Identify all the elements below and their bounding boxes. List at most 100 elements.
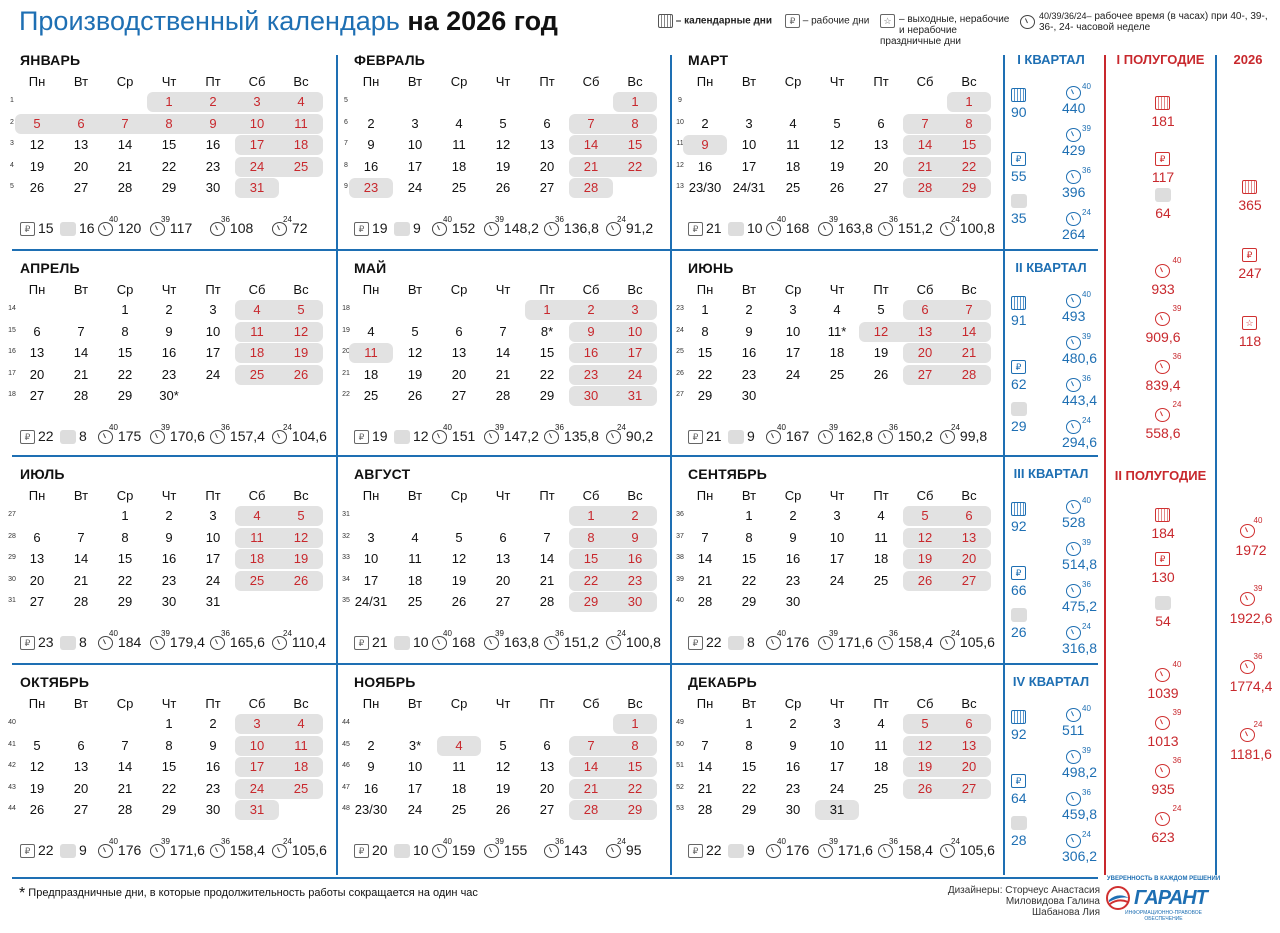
day-cell[interactable]: 27	[947, 778, 991, 799]
day-cell[interactable]: 26	[407, 388, 423, 403]
day-cell[interactable]: 6	[877, 115, 885, 131]
day-cell[interactable]: 14	[697, 759, 713, 774]
day-cell[interactable]: 27	[73, 180, 89, 195]
day-cell[interactable]: 11	[452, 759, 466, 774]
day-cell[interactable]: 23	[205, 158, 221, 174]
day-cell[interactable]: 29	[697, 388, 713, 403]
day-cell[interactable]: 3	[833, 508, 841, 523]
day-cell[interactable]: 28	[569, 178, 613, 198]
day-cell[interactable]: 4	[833, 302, 841, 317]
day-cell[interactable]: 25	[785, 180, 801, 195]
day-cell[interactable]: 17	[235, 135, 279, 155]
day-cell[interactable]: 30	[785, 594, 801, 609]
day-cell[interactable]: 6	[77, 737, 85, 753]
day-cell[interactable]: 24	[407, 802, 423, 817]
day-cell[interactable]: 10	[407, 759, 423, 774]
day-cell[interactable]: 17	[613, 343, 657, 363]
day-cell[interactable]: 24	[613, 364, 657, 385]
day-cell[interactable]: 12	[859, 321, 903, 342]
day-cell[interactable]: 28	[539, 594, 555, 609]
day-cell[interactable]: 1	[947, 92, 991, 112]
day-cell[interactable]: 6	[543, 737, 551, 753]
day-cell[interactable]: 20	[947, 757, 991, 777]
day-cell[interactable]: 14	[495, 345, 511, 360]
day-cell[interactable]: 5	[411, 323, 419, 339]
day-cell[interactable]: 17	[407, 158, 423, 174]
day-cell[interactable]: 5	[499, 737, 507, 753]
day-cell[interactable]: 25	[451, 180, 467, 195]
day-cell[interactable]: 3	[367, 529, 375, 545]
day-cell[interactable]: 27	[451, 388, 467, 403]
day-cell[interactable]: 15	[161, 137, 177, 152]
day-cell[interactable]: 26	[873, 366, 889, 382]
day-cell[interactable]: 27	[873, 180, 889, 195]
day-cell[interactable]: 31	[235, 178, 279, 198]
day-cell[interactable]: 28	[73, 594, 89, 609]
day-cell[interactable]: 26	[279, 570, 323, 591]
day-cell[interactable]: 21	[117, 158, 133, 174]
day-cell[interactable]: 13	[73, 759, 89, 774]
day-cell[interactable]: 2	[789, 716, 797, 731]
day-cell[interactable]: 16	[363, 780, 379, 796]
day-cell[interactable]: 19	[451, 572, 467, 588]
day-cell[interactable]: 19	[903, 757, 947, 777]
day-cell[interactable]: 4	[877, 508, 885, 523]
day-cell[interactable]: 28	[697, 594, 713, 609]
day-cell[interactable]: 29	[117, 594, 133, 609]
day-cell[interactable]: 19	[495, 158, 511, 174]
day-cell[interactable]: 21	[947, 343, 991, 363]
day-cell[interactable]: 24	[785, 366, 801, 382]
day-cell[interactable]: 1	[701, 302, 709, 317]
day-cell[interactable]: 13	[873, 137, 889, 152]
day-cell[interactable]: 12	[495, 759, 511, 774]
day-cell[interactable]: 24	[205, 572, 221, 588]
day-cell[interactable]: 23	[349, 178, 393, 198]
day-cell[interactable]: 1	[613, 714, 657, 734]
day-cell[interactable]: 15	[741, 759, 757, 774]
day-cell[interactable]: 1	[165, 716, 173, 731]
day-cell[interactable]: 18	[873, 551, 889, 566]
day-cell[interactable]: 9	[745, 323, 753, 339]
day-cell[interactable]: 8	[745, 737, 753, 753]
day-cell[interactable]: 4	[235, 300, 279, 320]
day-cell[interactable]: 20	[73, 780, 89, 796]
day-cell[interactable]: 14	[697, 551, 713, 566]
day-cell[interactable]: 8	[147, 113, 191, 134]
day-cell[interactable]: 15	[117, 551, 133, 566]
day-cell[interactable]: 3	[235, 92, 279, 112]
day-cell[interactable]: 20	[451, 366, 467, 382]
day-cell[interactable]: 15	[161, 759, 177, 774]
day-cell[interactable]: 24	[205, 366, 221, 382]
day-cell[interactable]: 17	[205, 551, 221, 566]
day-cell[interactable]: 22	[161, 780, 177, 796]
day-cell[interactable]: 21	[903, 156, 947, 177]
day-cell[interactable]: 26	[829, 180, 845, 195]
day-cell[interactable]: 31	[205, 594, 221, 609]
day-cell[interactable]: 13	[29, 551, 45, 566]
day-cell[interactable]: 7	[701, 737, 709, 753]
day-cell[interactable]: 19	[829, 158, 845, 174]
day-cell[interactable]: 18	[785, 158, 801, 174]
day-cell[interactable]: 18	[363, 366, 379, 382]
day-cell[interactable]: 9	[367, 137, 375, 152]
day-cell[interactable]: 2	[191, 92, 235, 112]
day-cell[interactable]: 24	[829, 780, 845, 796]
day-cell[interactable]: 23	[613, 570, 657, 591]
day-cell[interactable]: 15	[613, 135, 657, 155]
day-cell[interactable]: 23/30	[688, 180, 722, 195]
day-cell[interactable]: 21	[117, 780, 133, 796]
day-cell[interactable]: 2	[367, 115, 375, 131]
day-cell[interactable]: 3	[209, 302, 217, 317]
day-cell[interactable]: 26	[903, 778, 947, 799]
day-cell[interactable]: 30	[569, 386, 613, 406]
day-cell[interactable]: 17	[785, 345, 801, 360]
day-cell[interactable]: 23	[161, 572, 177, 588]
day-cell[interactable]: 18	[235, 549, 279, 569]
day-cell[interactable]: 20	[873, 158, 889, 174]
day-cell[interactable]: 25	[279, 156, 323, 177]
day-cell[interactable]: 13	[29, 345, 45, 360]
day-cell[interactable]: 22	[117, 572, 133, 588]
day-cell[interactable]: 30*	[159, 388, 179, 403]
day-cell[interactable]: 22	[161, 158, 177, 174]
day-cell[interactable]: 10	[829, 529, 845, 545]
